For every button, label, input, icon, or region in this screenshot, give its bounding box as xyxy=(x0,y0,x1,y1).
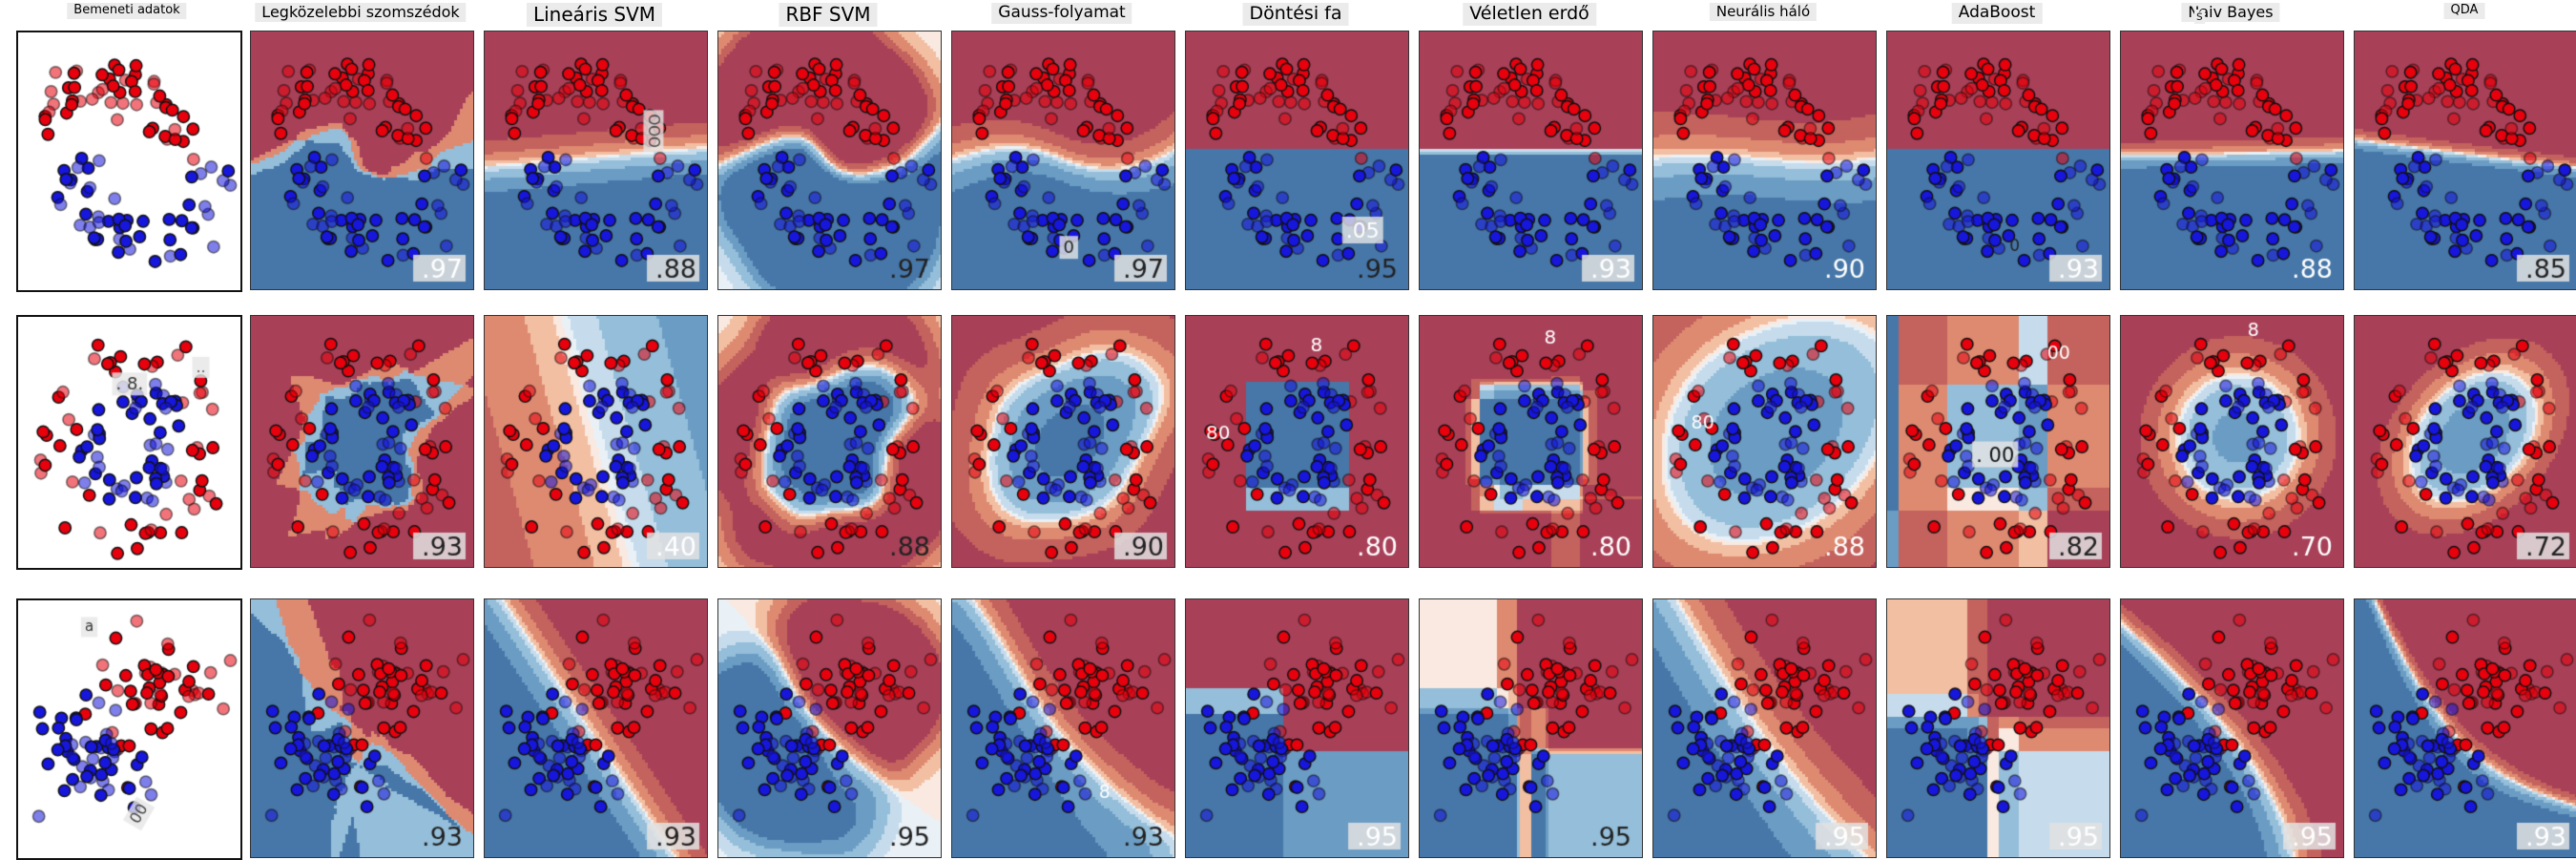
column-title-naive-bayes: Naiv Bayes xyxy=(2181,3,2280,23)
column-title-random-forest: Véletlen erdő xyxy=(1463,3,1596,26)
column-title-qda: QDA xyxy=(2443,3,2485,19)
plot-canvas-moons-linear xyxy=(485,31,707,289)
column-title-knn: Legközelebbi szomszédok xyxy=(255,3,467,23)
plot-panel-moons-forest xyxy=(1419,31,1643,290)
plot-panel-moons-linear xyxy=(484,31,708,290)
plot-canvas-circles-knn xyxy=(251,316,473,567)
plot-canvas-moons-qda xyxy=(2355,31,2576,289)
plot-canvas-moons-mlp xyxy=(1653,31,1876,289)
plot-panel-circles-ada xyxy=(1886,315,2110,568)
plot-panel-moons-tree xyxy=(1185,31,1409,290)
plot-canvas-circles-gp xyxy=(952,316,1174,567)
plot-panel-moons-input xyxy=(16,31,242,292)
column-title-adaboost: AdaBoost xyxy=(1951,3,2043,24)
plot-canvas-circles-mlp xyxy=(1653,316,1876,567)
plot-panel-linear-tree xyxy=(1185,598,1409,858)
plot-panel-linear-mlp xyxy=(1652,598,1877,858)
plot-panel-moons-mlp xyxy=(1652,31,1877,290)
plot-canvas-moons-input xyxy=(18,32,240,290)
glitch-text-artifact: ś xyxy=(2194,10,2205,24)
plot-canvas-moons-rbf xyxy=(718,31,941,289)
column-title-linear-svm: Lineáris SVM xyxy=(526,3,663,27)
plot-panel-linear-ada xyxy=(1886,598,2110,858)
plot-canvas-linear-forest xyxy=(1420,599,1642,857)
plot-canvas-linear-ada xyxy=(1887,599,2109,857)
plot-panel-circles-tree xyxy=(1185,315,1409,568)
plot-panel-circles-input xyxy=(16,315,242,570)
plot-panel-moons-nb xyxy=(2120,31,2344,290)
plot-canvas-linear-linear xyxy=(485,599,707,857)
plot-canvas-linear-nb xyxy=(2121,599,2343,857)
plot-canvas-moons-forest xyxy=(1420,31,1642,289)
plot-canvas-linear-gp xyxy=(952,599,1174,857)
column-title-decision-tree: Döntési fa xyxy=(1242,3,1349,26)
plot-canvas-circles-input xyxy=(18,317,240,568)
plot-panel-circles-rbf xyxy=(717,315,942,568)
plot-panel-moons-rbf xyxy=(717,31,942,290)
plot-panel-linear-qda xyxy=(2354,598,2576,858)
plot-panel-linear-linear xyxy=(484,598,708,858)
plot-canvas-circles-rbf xyxy=(718,316,941,567)
plot-panel-moons-ada xyxy=(1886,31,2110,290)
plot-panel-circles-knn xyxy=(250,315,474,568)
column-title-rbf-svm: RBF SVM xyxy=(779,3,878,27)
column-title-gaussian-process: Gauss-folyamat xyxy=(991,3,1132,24)
column-title-input: Bemeneti adatok xyxy=(67,3,187,19)
plot-canvas-moons-ada xyxy=(1887,31,2109,289)
plot-panel-linear-input xyxy=(16,598,242,860)
plot-panel-circles-mlp xyxy=(1652,315,1877,568)
plot-canvas-circles-linear xyxy=(485,316,707,567)
plot-panel-linear-nb xyxy=(2120,598,2344,858)
plot-panel-linear-forest xyxy=(1419,598,1643,858)
plot-panel-circles-qda xyxy=(2354,315,2576,568)
plot-canvas-linear-rbf xyxy=(718,599,941,857)
plot-canvas-linear-qda xyxy=(2355,599,2576,857)
plot-canvas-linear-input xyxy=(18,600,240,858)
plot-panel-linear-gp xyxy=(951,598,1175,858)
plot-canvas-moons-nb xyxy=(2121,31,2343,289)
plot-canvas-linear-mlp xyxy=(1653,599,1876,857)
plot-canvas-circles-nb xyxy=(2121,316,2343,567)
plot-canvas-moons-gp xyxy=(952,31,1174,289)
plot-canvas-moons-knn xyxy=(251,31,473,289)
plot-canvas-circles-ada xyxy=(1887,316,2109,567)
plot-panel-moons-knn xyxy=(250,31,474,290)
plot-panel-circles-gp xyxy=(951,315,1175,568)
plot-canvas-circles-forest xyxy=(1420,316,1642,567)
plot-canvas-circles-qda xyxy=(2355,316,2576,567)
plot-panel-circles-forest xyxy=(1419,315,1643,568)
plot-panel-moons-qda xyxy=(2354,31,2576,290)
plot-canvas-linear-knn xyxy=(251,599,473,857)
plot-canvas-linear-tree xyxy=(1186,599,1408,857)
plot-panel-moons-gp xyxy=(951,31,1175,290)
plot-canvas-moons-tree xyxy=(1186,31,1408,289)
plot-panel-circles-linear xyxy=(484,315,708,568)
plot-canvas-circles-tree xyxy=(1186,316,1408,567)
plot-panel-circles-nb xyxy=(2120,315,2344,568)
column-title-neural-net: Neurális háló xyxy=(1709,3,1818,22)
plot-panel-linear-rbf xyxy=(717,598,942,858)
plot-panel-linear-knn xyxy=(250,598,474,858)
